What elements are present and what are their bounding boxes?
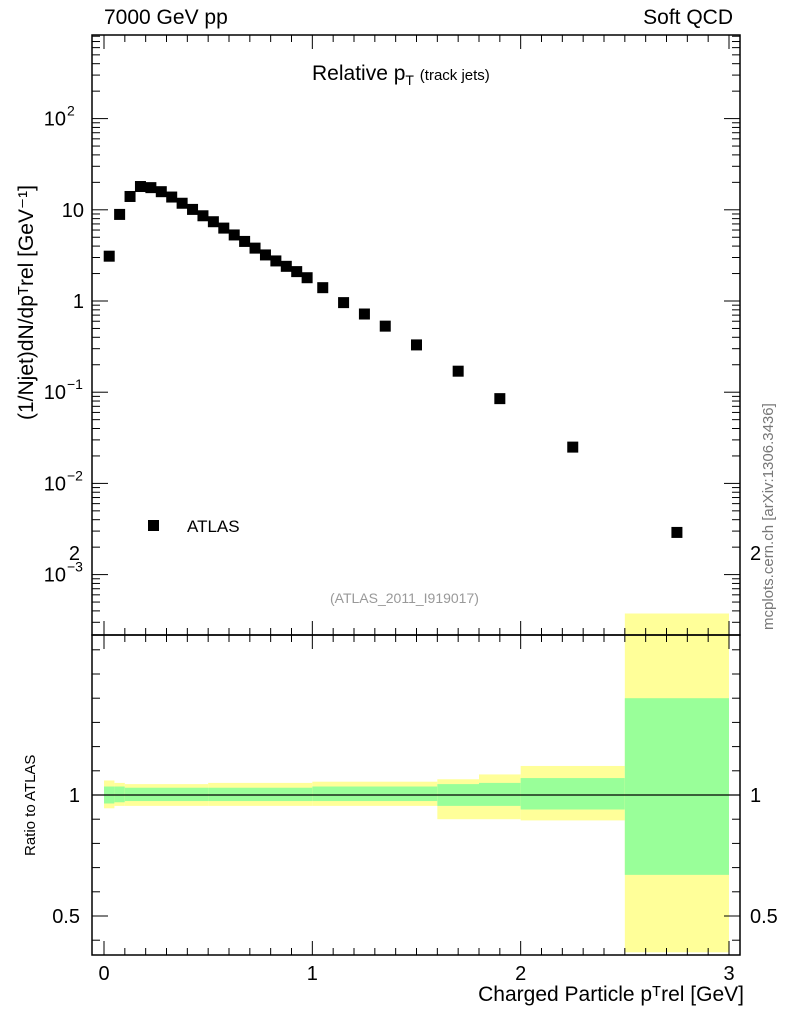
energy-label: 7000 GeV pp — [104, 6, 228, 29]
data-point — [103, 250, 115, 262]
data-point — [358, 308, 370, 320]
data-point — [452, 365, 464, 377]
data-point — [379, 320, 391, 332]
ratio-inner-band-4 — [312, 786, 438, 802]
data-point — [114, 208, 126, 220]
y-tick-label-main: 1 — [73, 291, 84, 313]
data-point — [207, 216, 219, 228]
reference-label: (ATLAS_2011_I919017) — [330, 590, 479, 606]
plot-title: Relative pT (track jets) — [312, 62, 490, 88]
y-tick-label-ratio-left: 0.5 — [52, 906, 80, 928]
x-tick-label: 1 — [307, 963, 318, 985]
data-point — [155, 186, 167, 198]
data-point — [134, 181, 146, 193]
y-tick-label-exponent: −2 — [67, 467, 83, 483]
x-tick-label: 3 — [723, 963, 734, 985]
y-tick-label-ratio-left: 1 — [69, 785, 80, 807]
y-tick-label-exponent: −1 — [67, 376, 83, 392]
plot-title-subscript: T — [405, 72, 414, 89]
data-point — [249, 242, 261, 254]
data-point — [228, 229, 240, 241]
y-tick-label-main: 10 — [44, 473, 66, 495]
y-tick-label-exponent: 2 — [67, 103, 75, 119]
legend-label: ATLAS — [187, 517, 240, 536]
y-tick-label-main: 10 — [44, 382, 66, 404]
process-label: Soft QCD — [643, 6, 733, 29]
y-tick-label-main: 10 — [44, 565, 66, 587]
data-point — [338, 297, 350, 309]
data-point — [259, 249, 271, 261]
y-tick-label-ratio-right: 2 — [750, 543, 761, 565]
data-point — [145, 182, 157, 194]
ratio-inner-band-8 — [624, 698, 729, 875]
plot-title-main: Relative p — [312, 62, 406, 85]
data-point — [124, 190, 136, 202]
y-tick-label-main: 10 — [44, 109, 66, 131]
data-point — [239, 235, 251, 247]
data-point — [291, 266, 303, 278]
data-point — [301, 272, 313, 284]
y-tick-label-ratio-right: 1 — [750, 785, 761, 807]
data-point — [671, 526, 683, 538]
y-tick-label-exponent: −3 — [67, 559, 83, 575]
x-axis-label: Charged Particle pᵀrel [GeV] — [478, 983, 744, 1006]
data-point — [218, 222, 230, 234]
data-point — [197, 210, 209, 222]
data-point — [176, 197, 188, 209]
y-tick-label-ratio-right: 0.5 — [750, 906, 778, 928]
data-point — [317, 282, 329, 294]
data-point — [187, 203, 199, 215]
data-point — [411, 339, 422, 351]
legend-marker — [148, 520, 159, 531]
data-point — [494, 393, 506, 405]
x-tick-label: 0 — [98, 963, 109, 985]
data-point — [270, 255, 282, 267]
y-tick-label-ratio-left: 2 — [69, 543, 80, 565]
ratio-inner-band-7 — [520, 778, 625, 810]
y-tick-label-main: 10 — [62, 200, 84, 222]
x-tick-label: 2 — [515, 963, 526, 985]
data-point — [567, 441, 579, 453]
main-panel-frame — [91, 34, 741, 636]
plot-title-suffix: (track jets) — [419, 67, 490, 84]
data-point — [280, 260, 292, 272]
data-point — [166, 191, 178, 203]
